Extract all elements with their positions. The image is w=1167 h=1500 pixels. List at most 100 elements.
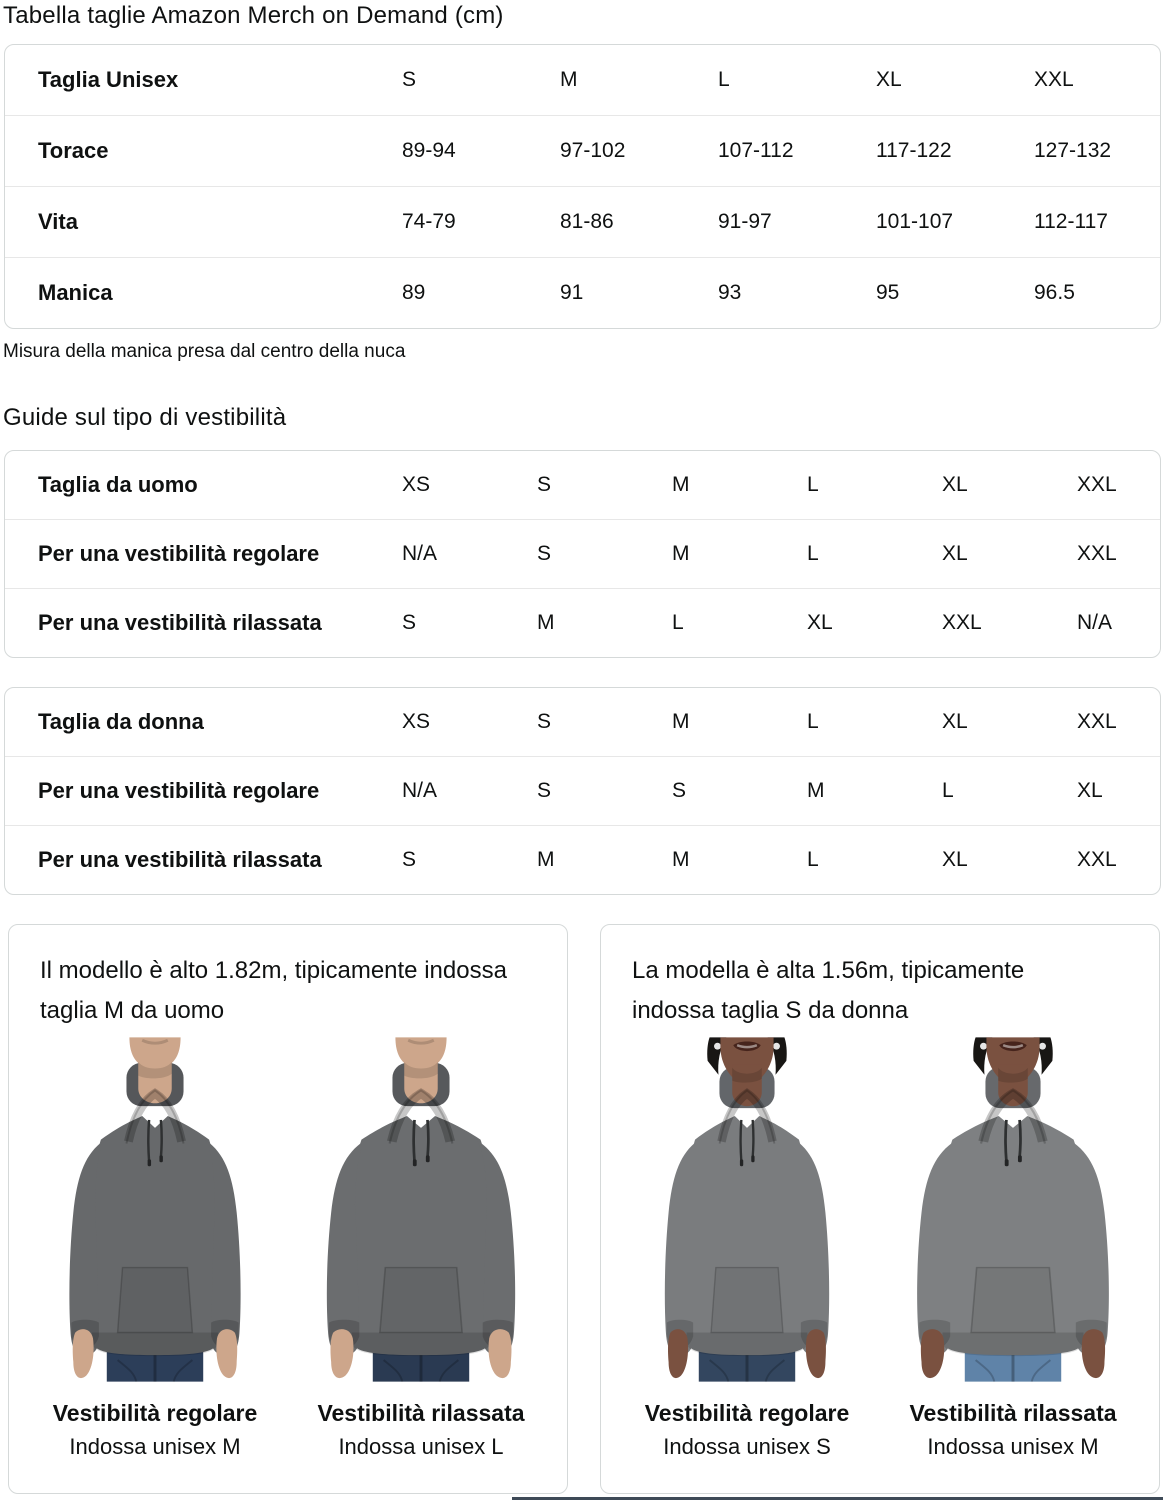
size-cell: S bbox=[672, 779, 687, 802]
table-row: Taglia da uomo XS S M L XL XXL bbox=[5, 451, 1160, 519]
size-cell: L bbox=[672, 611, 684, 634]
size-cell: M bbox=[672, 542, 690, 565]
value-cell: 81-86 bbox=[560, 210, 614, 233]
value-cell: 127-132 bbox=[1034, 139, 1112, 162]
size-cell: L bbox=[807, 542, 819, 565]
page-title: Tabella taglie Amazon Merch on Demand (c… bbox=[3, 2, 504, 29]
table-row: Torace 89-94 97-102 107-112 117-122 127-… bbox=[5, 115, 1160, 186]
model-card-men: Il modello è alto 1.82m, tipicamente ind… bbox=[8, 924, 568, 1494]
size-cell: XXL bbox=[1077, 710, 1117, 733]
value-cell: 107-112 bbox=[718, 139, 794, 162]
table-header-row: Taglia Unisex S M L XL XXL bbox=[5, 45, 1160, 115]
fit-label: Vestibilità regolare bbox=[52, 1400, 258, 1426]
size-label: Indossa unisex M bbox=[69, 1434, 241, 1459]
figure-regular-fit: Vestibilità regolare Indossa unisex S bbox=[624, 1037, 870, 1460]
man-regular-fit-hoodie-photo bbox=[32, 1037, 278, 1382]
row-label: Manica bbox=[38, 280, 113, 305]
value-cell: 101-107 bbox=[876, 210, 954, 233]
size-cell: XXL bbox=[1077, 542, 1117, 565]
size-cell: XS bbox=[402, 710, 431, 733]
row-label: Torace bbox=[38, 138, 109, 163]
size-cell: S bbox=[537, 473, 552, 496]
size-cell: L bbox=[807, 848, 819, 871]
size-label: Indossa unisex L bbox=[338, 1434, 504, 1459]
size-cell: M bbox=[537, 848, 555, 871]
table-row: Per una vestibilità regolare N/A S S M L… bbox=[5, 756, 1160, 825]
man-relaxed-fit-hoodie-photo bbox=[298, 1037, 544, 1382]
woman-regular-fit-hoodie-photo bbox=[624, 1037, 870, 1382]
size-cell: XXL bbox=[1077, 473, 1117, 496]
figures-row: Vestibilità regolare Indossa unisex M Ve… bbox=[32, 1037, 544, 1460]
fit-label: Vestibilità rilassata bbox=[909, 1400, 1117, 1426]
row-label: Per una vestibilità rilassata bbox=[38, 847, 322, 872]
value-cell: 112-117 bbox=[1034, 210, 1108, 233]
size-cell: XXL bbox=[942, 611, 982, 634]
value-cell: 117-122 bbox=[876, 139, 952, 162]
row-label: Vita bbox=[38, 209, 78, 234]
sleeve-measure-note: Misura della manica presa dal centro del… bbox=[3, 341, 406, 362]
size-cell: XL bbox=[876, 68, 902, 91]
fit-label: Vestibilità regolare bbox=[644, 1400, 850, 1426]
size-cell: XL bbox=[942, 848, 968, 871]
table-row: Vita 74-79 81-86 91-97 101-107 112-117 bbox=[5, 186, 1160, 257]
size-cell: XL bbox=[807, 611, 833, 634]
table-row: Per una vestibilità rilassata S M L XL X… bbox=[5, 588, 1160, 657]
size-label: Indossa unisex S bbox=[663, 1434, 831, 1459]
value-cell: 89-94 bbox=[402, 139, 456, 162]
size-cell: S bbox=[402, 68, 417, 91]
figure-relaxed-fit: Vestibilità rilassata Indossa unisex L bbox=[298, 1037, 544, 1460]
size-cell: XXL bbox=[1077, 848, 1117, 871]
size-cell: XS bbox=[402, 473, 431, 496]
value-cell: 89 bbox=[402, 281, 426, 304]
figures-row: Vestibilità regolare Indossa unisex S Ve… bbox=[624, 1037, 1136, 1460]
table-row: Per una vestibilità rilassata S M M L XL… bbox=[5, 825, 1160, 894]
size-cell: XL bbox=[942, 473, 968, 496]
women-fit-table: Taglia da donna XS S M L XL XXL Per una … bbox=[4, 687, 1161, 895]
table-row: Taglia da donna XS S M L XL XXL bbox=[5, 688, 1160, 756]
size-cell: S bbox=[402, 611, 417, 634]
size-cell: XL bbox=[1077, 779, 1103, 802]
size-cell: S bbox=[537, 710, 552, 733]
value-cell: 74-79 bbox=[402, 210, 456, 233]
size-cell: N/A bbox=[402, 779, 438, 802]
value-cell: 93 bbox=[718, 281, 742, 304]
size-cell: M bbox=[807, 779, 825, 802]
value-cell: 96.5 bbox=[1034, 281, 1075, 304]
next-section-edge bbox=[512, 1497, 1163, 1500]
size-cell: N/A bbox=[1077, 611, 1113, 634]
row-label: Per una vestibilità regolare bbox=[38, 778, 320, 803]
figure-relaxed-fit: Vestibilità rilassata Indossa unisex M bbox=[890, 1037, 1136, 1460]
size-cell: XL bbox=[942, 710, 968, 733]
size-cell: N/A bbox=[402, 542, 438, 565]
value-cell: 91 bbox=[560, 281, 584, 304]
figure-regular-fit: Vestibilità regolare Indossa unisex M bbox=[32, 1037, 278, 1460]
size-cell: S bbox=[402, 848, 417, 871]
size-cell: M bbox=[672, 710, 690, 733]
model-card-women: La modella è alta 1.56m, tipicamente ind… bbox=[600, 924, 1160, 1494]
row-label: Taglia Unisex bbox=[38, 67, 179, 92]
row-label: Taglia da uomo bbox=[38, 472, 198, 497]
size-cell: M bbox=[537, 611, 555, 634]
size-cell: M bbox=[672, 848, 690, 871]
table-row: Per una vestibilità regolare N/A S M L X… bbox=[5, 519, 1160, 588]
value-cell: 95 bbox=[876, 281, 900, 304]
size-cell: L bbox=[807, 710, 819, 733]
size-label: Indossa unisex M bbox=[927, 1434, 1099, 1459]
row-label: Per una vestibilità regolare bbox=[38, 541, 320, 566]
unisex-size-table: Taglia Unisex S M L XL XXL Torace 89-94 … bbox=[4, 44, 1161, 329]
table-row: Manica 89 91 93 95 96.5 bbox=[5, 257, 1160, 328]
size-cell: S bbox=[537, 542, 552, 565]
size-cell: XL bbox=[942, 542, 968, 565]
size-cell: M bbox=[560, 68, 578, 91]
row-label: Per una vestibilità rilassata bbox=[38, 610, 322, 635]
size-cell: M bbox=[672, 473, 690, 496]
woman-relaxed-fit-hoodie-photo bbox=[890, 1037, 1136, 1382]
model-description: Il modello è alto 1.82m, tipicamente ind… bbox=[40, 957, 507, 1024]
fit-label: Vestibilità rilassata bbox=[317, 1400, 525, 1426]
size-cell: L bbox=[807, 473, 819, 496]
size-cell: S bbox=[537, 779, 552, 802]
size-cell: L bbox=[942, 779, 954, 802]
value-cell: 97-102 bbox=[560, 139, 626, 162]
fit-guide-heading: Guide sul tipo di vestibilità bbox=[3, 404, 287, 431]
